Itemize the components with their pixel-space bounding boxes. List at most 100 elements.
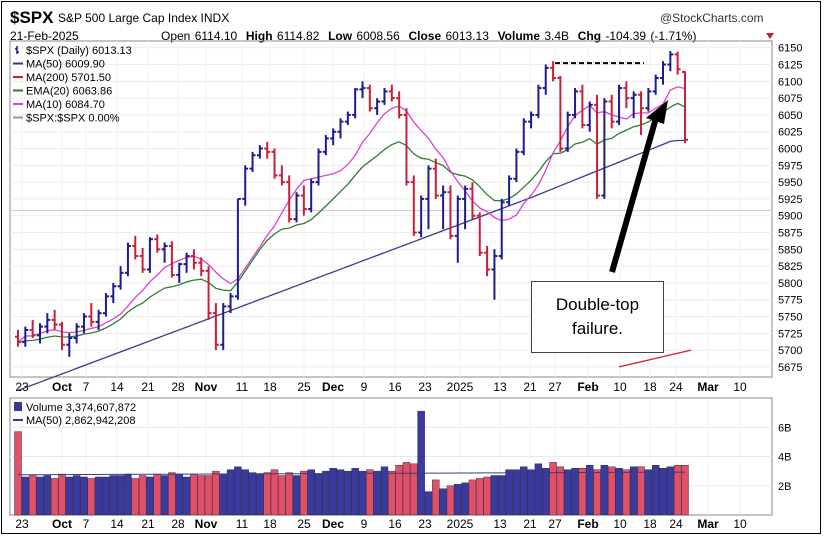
x-tick-label: 14 [110,517,124,531]
volume-bar [307,469,315,516]
y-tick-label: 5925 [778,194,802,206]
x-tick-label: 11 [236,517,249,531]
volume-bar [212,470,220,516]
volume-bar [388,470,396,516]
volume-bar [21,476,30,516]
x-tick-label: 10 [733,380,747,394]
y-tick-label: 5900 [778,211,802,223]
volume-bar [461,482,469,516]
volume-bar [263,472,271,516]
x-tick-label: Mar [697,380,719,394]
volume-bar [637,466,645,516]
arrow-head-icon [646,100,668,124]
legend-entry: $SPX:$SPX 0.00% [26,113,120,125]
legend-entry: $SPX (Daily) 6013.13 [26,45,132,57]
volume-bar [432,479,440,516]
high-value: 6114.82 [276,29,320,43]
price-panel [9,40,773,378]
volume-bar [256,473,264,516]
x-tick-label: 11 [236,380,249,394]
ma200-line [618,349,692,368]
volume-bar [644,469,653,516]
volume-bar [329,468,337,516]
volume-bar [50,478,59,516]
volume-bar [439,488,447,516]
x-tick-label: 13 [493,517,507,531]
volume-bar [454,484,462,516]
x-tick-label: 18 [263,517,277,531]
x-tick-label: 18 [643,517,657,531]
volume-bar [204,475,213,516]
volume-bar [395,465,403,516]
open-label: Open [161,29,191,43]
x-tick-label: Feb [577,380,598,394]
y-tick-label: 5850 [778,244,802,256]
x-tick-label: 10 [613,380,627,394]
y-tick-label: 5775 [778,295,802,307]
volume-bar [168,472,176,516]
y-tick-label: 5725 [778,328,802,340]
x-tick-label: Nov [195,380,218,394]
y-tick-label: 6125 [778,60,802,72]
volume-bar [410,463,418,516]
x-tick-label: 18 [263,380,277,394]
y-tick-label: 6100 [778,76,802,88]
volume-bar [549,462,557,516]
brand-watermark[interactable]: @StockCharts.com [660,11,764,25]
x-tick-label: 9 [361,517,368,531]
volume-bar [417,410,425,516]
volume-bar [160,475,169,516]
x-tick-label: 21 [523,380,537,394]
volume-bar [65,476,74,516]
volume-bar [109,475,117,516]
volume-bar [586,465,594,516]
volume-bar [542,468,550,516]
volume-bar [270,469,279,516]
volume-bar [681,465,689,516]
annotation-line-1: Double-top [555,295,640,314]
volume-bar [556,466,565,516]
volume-bar [564,469,572,516]
x-tick-label: 25 [297,380,311,394]
quote-line: Open 6114.10 High 6114.82 Low 6008.56 Cl… [161,29,696,43]
volume-ma-line [18,471,685,476]
x-tick-label: Mar [697,517,719,531]
chart-symbol: $SPX [10,8,54,27]
x-tick-label: 27 [548,517,562,531]
x-tick-label: Oct [52,517,72,531]
y-tick-label: 6025 [778,127,802,139]
volume-bar [182,476,191,516]
legend-entry: MA(10) 6084.70 [26,99,105,111]
y-tick-label: 5825 [778,261,802,273]
volume-bar [219,473,227,516]
volume-bar [102,476,110,516]
y-tick-label: 5875 [778,228,802,240]
chg-value: -104.39 (-1.71%) [605,29,697,43]
volume-bar [131,478,139,516]
volume-legend-entry: Volume 3,374,607,872 [26,402,136,414]
volume-bar [593,469,601,516]
x-tick-label: 23 [418,380,432,394]
volume-bar [344,470,352,516]
volume-bar [285,472,293,516]
annotation-line-2: failure. [571,319,624,338]
volume-tick-label: 6B [778,422,791,434]
y-tick-label: 6050 [778,110,802,122]
open-value: 6114.10 [194,29,238,43]
x-tick-label: 21 [141,517,155,531]
volume-bar [234,466,242,516]
volume-legend-entry: MA(50) 2,862,942,208 [26,415,135,427]
x-tick-label: 25 [297,517,311,531]
y-tick-label: 6075 [778,93,802,105]
volume-bar [153,473,161,516]
y-tick-label: 5800 [778,278,802,290]
volume-bar [28,475,37,516]
x-tick-label: 10 [733,517,747,531]
y-tick-label: 5975 [778,160,802,172]
volume-bar [629,466,638,516]
legend-entry: EMA(20) 6063.86 [26,86,112,98]
volume-bar [483,476,491,516]
volume-tick-label: 2B [778,481,791,493]
volume-bar [446,485,455,516]
